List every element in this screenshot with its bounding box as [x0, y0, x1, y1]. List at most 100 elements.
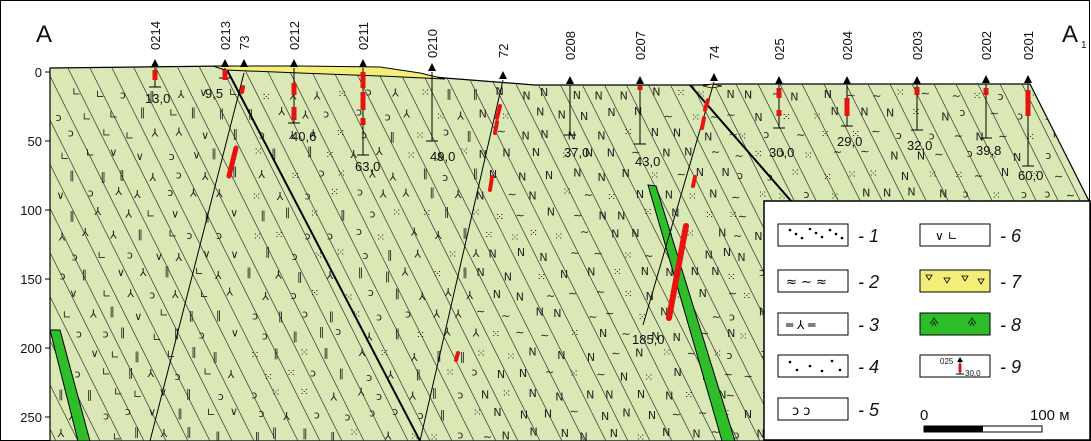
- lithology-symbol: ⁙: [696, 88, 705, 101]
- lithology-symbol: ⁙: [421, 86, 430, 99]
- legend-pattern-arcs: ɔ ɔ: [792, 404, 810, 419]
- lithology-symbol: ∟: [206, 406, 215, 419]
- lithology-symbol: ɔ: [1021, 188, 1027, 201]
- lithology-symbol: ⅄: [466, 289, 473, 302]
- lithology-symbol: N: [691, 265, 699, 278]
- lithology-symbol: ⁙: [491, 327, 500, 340]
- lithology-symbol: ɔ: [319, 166, 325, 179]
- lithology-symbol: ⁙: [352, 308, 361, 321]
- scale-end-label: 100 м: [1030, 407, 1070, 424]
- lithology-symbol: ⁙: [430, 431, 439, 441]
- lithology-symbol: ∼: [1054, 170, 1063, 183]
- lithology-symbol: ɔ: [376, 390, 382, 403]
- legend-pattern-borehole: [956, 357, 964, 375]
- lithology-symbol: ⁙: [644, 371, 653, 384]
- lithology-symbol: ⁙: [742, 290, 751, 303]
- lithology-symbol: ⁙: [691, 111, 700, 124]
- lithology-symbol: ⁙: [433, 268, 442, 281]
- lithology-symbol: ∼: [631, 146, 640, 159]
- lithology-symbol: N: [536, 105, 544, 118]
- lithology-symbol: N: [646, 290, 654, 303]
- lithology-symbol: ⁙: [686, 227, 695, 240]
- lithology-symbol: ∼: [990, 107, 999, 120]
- lithology-symbol: ∼: [677, 168, 686, 181]
- lithology-symbol: ⁙: [954, 169, 963, 182]
- legend-label-7: - 7: [1000, 272, 1022, 292]
- legend-pattern-green-dyke: [929, 316, 977, 327]
- depth-tick-label: 100: [20, 203, 42, 218]
- lithology-symbol: ⅄: [369, 167, 376, 180]
- legend-swatch-4: [777, 354, 849, 378]
- lithology-symbol: ⁙: [912, 105, 921, 118]
- lithology-symbol: N: [555, 391, 563, 404]
- strata-line: [393, 66, 585, 441]
- lithology-symbol: N: [601, 410, 609, 423]
- lithology-symbol: N: [636, 188, 644, 201]
- lithology-symbol: N: [704, 131, 712, 144]
- lithology-symbol: N: [476, 266, 484, 279]
- lithology-symbol: ∥: [164, 265, 170, 278]
- lithology-symbol: ɔ: [120, 89, 126, 102]
- lithology-symbol: N: [516, 291, 524, 304]
- lithology-symbol: ɔ: [997, 90, 1003, 103]
- lithology-symbol: ɔ: [327, 229, 333, 242]
- lithology-symbol: ⁙: [422, 206, 431, 219]
- lithology-symbol: ∥: [174, 327, 180, 340]
- lithology-symbol: N: [495, 85, 503, 98]
- lithology-symbol: ⅄: [445, 286, 452, 299]
- lithology-symbol: N: [497, 368, 505, 381]
- lithology-symbol: ɔ: [418, 409, 424, 422]
- lithology-symbol: ⁙: [336, 126, 345, 139]
- ore-intervals: [226, 85, 710, 362]
- borehole-id-label: 0211: [356, 22, 371, 50]
- strata-line: [327, 66, 519, 441]
- legend-swatch-2: [777, 269, 849, 293]
- lithology-symbol: ∼: [588, 311, 597, 324]
- borehole-depth-label: 13,0: [145, 91, 170, 106]
- lithology-symbol: ∟: [102, 126, 111, 139]
- lithology-symbol: N: [481, 388, 489, 401]
- lithology-symbol: N: [597, 171, 605, 184]
- lithology-symbol: ∼: [710, 110, 719, 123]
- lithology-symbol: ∟: [102, 287, 111, 300]
- borehole-collar-arrow: [240, 59, 248, 67]
- strata-line: [217, 66, 409, 441]
- lithology-symbol: ⁙: [344, 291, 353, 304]
- lithology-symbol: ∼: [860, 145, 869, 158]
- legend-label-8: - 8: [1000, 315, 1021, 335]
- borehole-0207: 0207 43,0: [633, 31, 660, 169]
- lithology-symbol: N: [587, 351, 595, 364]
- lithology-symbol: N: [718, 389, 726, 402]
- lithology-symbol: ∼: [833, 146, 842, 159]
- lithology-symbol: N: [595, 89, 603, 102]
- lithology-symbol: ∟: [200, 288, 209, 301]
- lithology-symbol: N: [579, 431, 587, 441]
- borehole-id-label: 0212: [287, 21, 302, 50]
- legend-sample-well-id: 025: [940, 357, 954, 366]
- green-dyke: [50, 329, 91, 441]
- lithology-symbol: ∼: [1069, 145, 1078, 158]
- lithology-symbol: ɔ: [291, 289, 297, 302]
- lithology-symbol: ∼: [580, 225, 589, 238]
- lithology-symbol: N: [673, 331, 681, 344]
- lithology-symbol: ⅄: [411, 351, 418, 364]
- lithology-symbol: ∼: [733, 230, 742, 243]
- lithology-symbol: ⅄: [140, 266, 147, 279]
- lithology-symbol: ∨: [231, 327, 239, 340]
- strata-line: [0, 60, 12, 441]
- lithology-symbol: ∥: [285, 206, 291, 219]
- lithology-symbol: ∼: [724, 368, 733, 381]
- lithology-symbol: ⅄: [403, 107, 410, 120]
- lithology-symbol: N: [692, 427, 700, 440]
- lithology-symbol: ɔ: [103, 410, 109, 423]
- lithology-symbol: ⁙: [330, 185, 339, 198]
- lithology-symbol: ∥: [395, 287, 401, 300]
- lithology-symbol: ⁙: [495, 210, 504, 223]
- lithology-symbol: ɔ: [356, 106, 362, 119]
- lithology-symbol: N: [557, 349, 565, 362]
- lithology-symbol: ⅄: [226, 285, 233, 298]
- borehole-0210: 0210 49,0: [425, 29, 455, 164]
- lithology-symbol: N: [620, 370, 628, 383]
- lithology-symbol: ɔ: [729, 311, 735, 324]
